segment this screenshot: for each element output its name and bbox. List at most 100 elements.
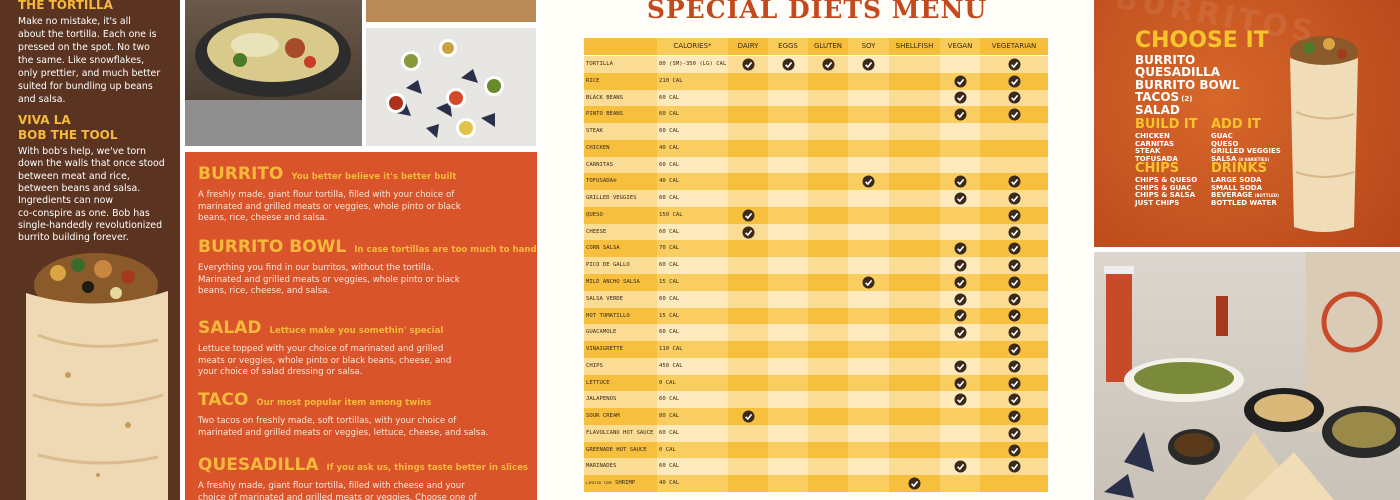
check-cell	[889, 357, 940, 375]
calories-cell: 60 CAL	[657, 424, 728, 442]
check-cell	[808, 424, 848, 442]
check-cell	[728, 324, 768, 342]
menu-panel: BURRITO You better believe it's better bu…	[185, 152, 537, 500]
check-cell	[980, 173, 1048, 191]
menu-item-description: marinated and grilled meats or veggies, …	[198, 201, 461, 212]
check-cell	[848, 72, 889, 90]
check-cell	[808, 374, 848, 392]
check-cell	[980, 441, 1048, 459]
check-cell	[768, 156, 808, 174]
order-item: QUESO	[1211, 140, 1238, 148]
check-cell	[980, 56, 1048, 73]
order-item: GUAC	[1211, 132, 1233, 140]
check-cell	[940, 391, 980, 409]
item-cell: BLACK BEANS	[584, 89, 657, 107]
food-photo	[366, 0, 536, 22]
check-cell	[808, 458, 848, 476]
check-icon	[954, 259, 966, 272]
check-icon	[1008, 58, 1020, 71]
header-cell: VEGETARIAN	[980, 38, 1048, 55]
check-icon	[1008, 226, 1020, 239]
check-cell	[889, 240, 940, 258]
menu-item-tagline: Lettuce make you somethin' special	[269, 326, 444, 336]
check-cell	[848, 206, 889, 224]
body-text: down the walls that once stood	[18, 158, 165, 170]
check-cell	[889, 374, 940, 392]
check-cell	[768, 123, 808, 140]
item-cell: GREENADE HOT SAUCE	[584, 441, 657, 459]
check-cell	[940, 357, 980, 375]
check-cell	[980, 408, 1048, 425]
item-name: STEAK	[586, 128, 603, 135]
check-cell	[848, 374, 889, 392]
header-cell: VEGAN	[940, 38, 980, 55]
body-text: Ingredients can now	[18, 195, 114, 207]
check-cell	[848, 290, 889, 308]
body-text: between beans and salsa.	[18, 182, 141, 194]
menu-item-name: TACO	[198, 390, 249, 410]
item-name: CORN SALSA	[586, 245, 620, 252]
check-icon	[1008, 460, 1020, 473]
item-cell: JALAPENOS	[584, 391, 657, 409]
check-cell	[940, 173, 980, 191]
check-cell	[808, 106, 848, 124]
item-name: TOFUSADA®	[586, 178, 617, 185]
check-cell	[848, 391, 889, 409]
menu-item-heading: BURRITO You better believe it's better bu…	[198, 164, 456, 184]
order-item: SALSA (8 VARIETIES)	[1211, 155, 1269, 163]
check-cell	[940, 190, 980, 207]
order-item: CARNITAS	[1135, 140, 1174, 148]
menu-item-name: QUESADILLA	[198, 455, 319, 475]
check-cell	[808, 324, 848, 342]
check-icon	[954, 108, 966, 121]
check-cell	[808, 139, 848, 157]
order-item-name: LARGE SODA	[1211, 176, 1262, 184]
body-text: burrito building forever.	[18, 232, 129, 244]
check-cell	[889, 424, 940, 442]
check-cell	[848, 123, 889, 140]
check-cell	[808, 357, 848, 375]
check-cell	[980, 139, 1048, 157]
order-item: CHIPS & SALSA	[1135, 191, 1195, 199]
order-item-name: CHIPS & GUAC	[1135, 183, 1192, 192]
check-cell	[889, 123, 940, 140]
check-cell	[768, 72, 808, 90]
check-cell	[768, 240, 808, 258]
check-cell	[808, 123, 848, 140]
check-cell	[889, 441, 940, 459]
check-cell	[848, 475, 889, 493]
check-icon	[1008, 192, 1020, 205]
check-cell	[768, 324, 808, 342]
check-icon	[1008, 175, 1020, 188]
menu-item-description: meats or veggies, whole pinto or black b…	[198, 355, 452, 366]
order-item-name: SMALL SODA	[1211, 183, 1263, 192]
item-cell: GRILLED VEGGIES	[584, 190, 657, 207]
diet-panel: SPECIAL DIETS MENU CALORIES* DAIRY EGGS GLUT…	[543, 0, 1091, 500]
check-cell	[808, 408, 848, 425]
check-cell	[940, 424, 980, 442]
calories-cell: 0 CAL	[657, 441, 728, 459]
check-cell	[728, 190, 768, 207]
menu-item-description: marinated and grilled meats or veggies, …	[198, 427, 489, 438]
check-cell	[889, 341, 940, 358]
order-item: BEVERAGE (BOTTLED)	[1211, 191, 1279, 199]
order-item: TACOS (2)	[1135, 90, 1192, 104]
check-cell	[940, 307, 980, 325]
menu-item-heading: SALAD Lettuce make you somethin' special	[198, 318, 443, 338]
check-cell	[980, 123, 1048, 140]
item-name: VINAIGRETTE	[586, 346, 624, 353]
check-cell	[808, 56, 848, 73]
check-cell	[980, 89, 1048, 107]
order-item: GRILLED VEGGIES	[1211, 147, 1281, 155]
calories-cell: 0 CAL	[657, 374, 728, 392]
check-cell	[980, 391, 1048, 409]
check-cell	[808, 89, 848, 107]
check-cell	[848, 441, 889, 459]
check-cell	[940, 72, 980, 90]
check-cell	[728, 441, 768, 459]
item-name: GRILLED VEGGIES	[586, 195, 637, 202]
item-cell: HOT TOMATILLO	[584, 307, 657, 325]
order-item-name: QUESO	[1211, 139, 1239, 148]
check-icon	[742, 209, 754, 222]
